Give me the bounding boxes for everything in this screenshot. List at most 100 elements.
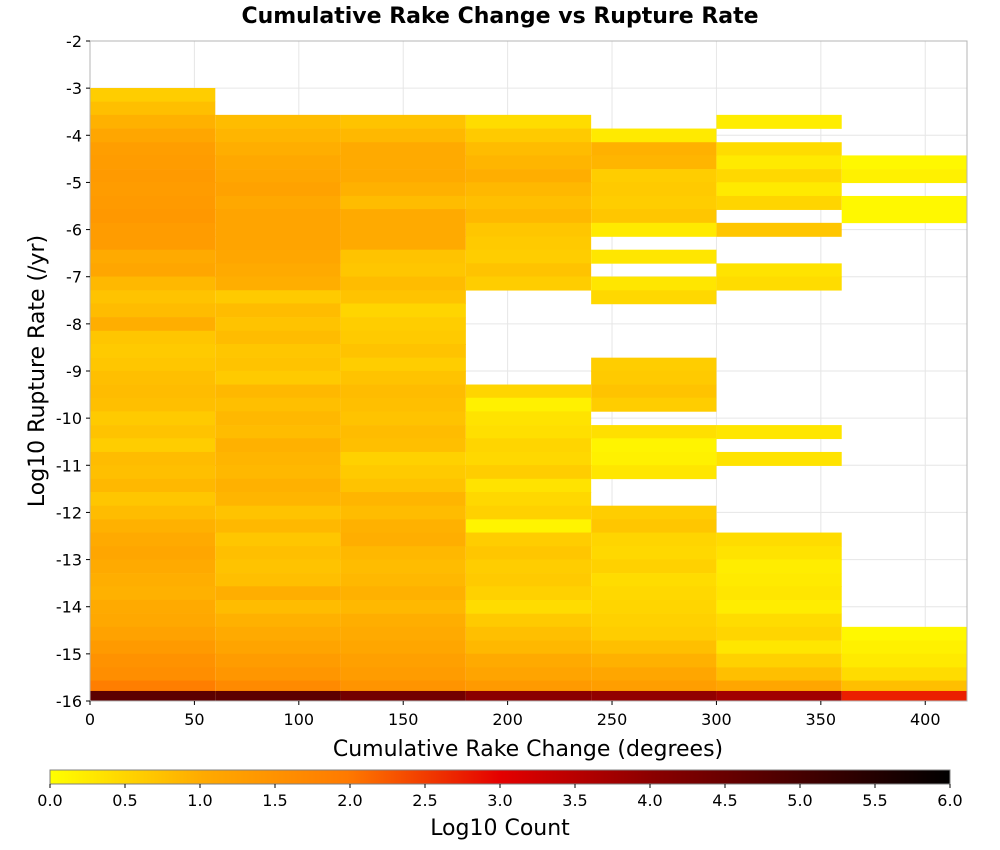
heatmap-cell: [716, 263, 842, 278]
heatmap-cell: [591, 532, 717, 547]
heatmap-cell: [841, 195, 967, 210]
heatmap-cell: [465, 478, 592, 493]
heatmap-cell: [90, 532, 216, 547]
heatmap-cell: [215, 357, 341, 372]
heatmap-cell: [215, 290, 341, 305]
x-axis-label: Cumulative Rake Change (degrees): [333, 737, 723, 762]
heatmap-cell: [340, 438, 466, 453]
heatmap-cell: [340, 690, 466, 702]
heatmap-cell: [716, 546, 842, 561]
heatmap-cell: [215, 411, 341, 426]
heatmap-cell: [716, 222, 842, 237]
heatmap-cell: [591, 209, 717, 224]
heatmap-cell: [90, 209, 216, 224]
heatmap-cell: [90, 411, 216, 426]
x-tick-label: 350: [806, 710, 837, 729]
heatmap-cell: [465, 276, 592, 291]
heatmap-cell: [591, 465, 717, 480]
y-tick-label: -6: [66, 221, 82, 240]
heatmap-cell: [465, 155, 592, 170]
heatmap-cell: [465, 492, 592, 506]
heatmap-cell: [841, 640, 967, 655]
heatmap-cell: [841, 653, 967, 668]
heatmap-cell: [716, 599, 842, 614]
y-tick-label: -4: [66, 126, 82, 145]
heatmap-cell: [340, 532, 466, 547]
heatmap-cell: [215, 586, 341, 601]
heatmap-cell: [215, 559, 341, 574]
heatmap-cell: [215, 169, 341, 184]
heatmap-cell: [90, 599, 216, 614]
x-tick-label: 300: [701, 710, 732, 729]
x-tick-label: 200: [492, 710, 523, 729]
heatmap-cell: [90, 330, 216, 345]
heatmap-cell: [465, 559, 592, 574]
heatmap-cell: [465, 613, 592, 628]
heatmap-cell: [340, 640, 466, 655]
heatmap-cell: [215, 114, 341, 129]
heatmap-cell: [215, 128, 341, 143]
heatmap-cell: [340, 559, 466, 574]
heatmap-cell: [716, 559, 842, 574]
heatmap-cell: [90, 478, 216, 493]
heatmap-cell: [215, 397, 341, 412]
heatmap-cell: [90, 195, 216, 210]
heatmap-cell: [841, 155, 967, 170]
heatmap-cell: [340, 370, 466, 385]
heatmap-cell: [215, 303, 341, 318]
heatmap-cell: [465, 263, 592, 278]
y-tick-label: -16: [56, 692, 82, 711]
heatmap-cell: [215, 599, 341, 614]
heatmap-cell: [90, 142, 216, 157]
heatmap-cell: [465, 236, 592, 251]
heatmap-cell: [215, 425, 341, 440]
heatmap-cell: [90, 586, 216, 601]
heatmap-cell: [340, 303, 466, 318]
colorbar-tick-label: 2.5: [412, 791, 437, 810]
heatmap-cell: [215, 182, 341, 197]
heatmap-cell: [340, 209, 466, 224]
heatmap-cell: [465, 573, 592, 588]
heatmap-cell: [340, 519, 466, 534]
heatmap-cell: [90, 169, 216, 184]
y-tick-label: -2: [66, 32, 82, 51]
heatmap-cell: [340, 357, 466, 372]
heatmap-cell: [90, 559, 216, 574]
heatmap-cell: [591, 653, 717, 668]
heatmap-cell: [591, 370, 717, 385]
heatmap-cell: [215, 492, 341, 506]
heatmap-cell: [716, 626, 842, 641]
colorbar-tick-label: 6.0: [937, 791, 962, 810]
heatmap-cell: [215, 546, 341, 561]
heatmap-cell: [716, 573, 842, 588]
heatmap-cell: [215, 573, 341, 588]
heatmap-cell: [215, 263, 341, 278]
heatmap-cell: [215, 384, 341, 399]
heatmap-cell: [340, 425, 466, 440]
heatmap-cell: [591, 690, 717, 702]
heatmap-cell: [340, 276, 466, 291]
colorbar-tick-label: 0.0: [37, 791, 62, 810]
chart-title: Cumulative Rake Change vs Rupture Rate: [241, 4, 758, 29]
heatmap-cell: [340, 330, 466, 345]
heatmap-cell: [340, 586, 466, 601]
y-tick-label: -15: [56, 645, 82, 664]
heatmap-cell: [215, 667, 341, 682]
heatmap-cell: [716, 114, 842, 129]
heatmap-cell: [90, 263, 216, 278]
heatmap-cell: [340, 236, 466, 251]
heatmap-cell: [591, 573, 717, 588]
heatmap-cell: [215, 640, 341, 655]
colorbar-tick-label: 2.0: [337, 791, 362, 810]
heatmap-cell: [340, 128, 466, 143]
heatmap-cell: [340, 451, 466, 466]
heatmap-cell: [340, 653, 466, 668]
heatmap-cell: [90, 182, 216, 197]
heatmap-cell: [465, 114, 592, 129]
heatmap-cell: [465, 519, 592, 534]
heatmap-cell: [465, 195, 592, 210]
heatmap-cell: [215, 653, 341, 668]
heatmap-cell: [465, 667, 592, 682]
heatmap-cell: [591, 626, 717, 641]
heatmap-cell: [90, 465, 216, 480]
